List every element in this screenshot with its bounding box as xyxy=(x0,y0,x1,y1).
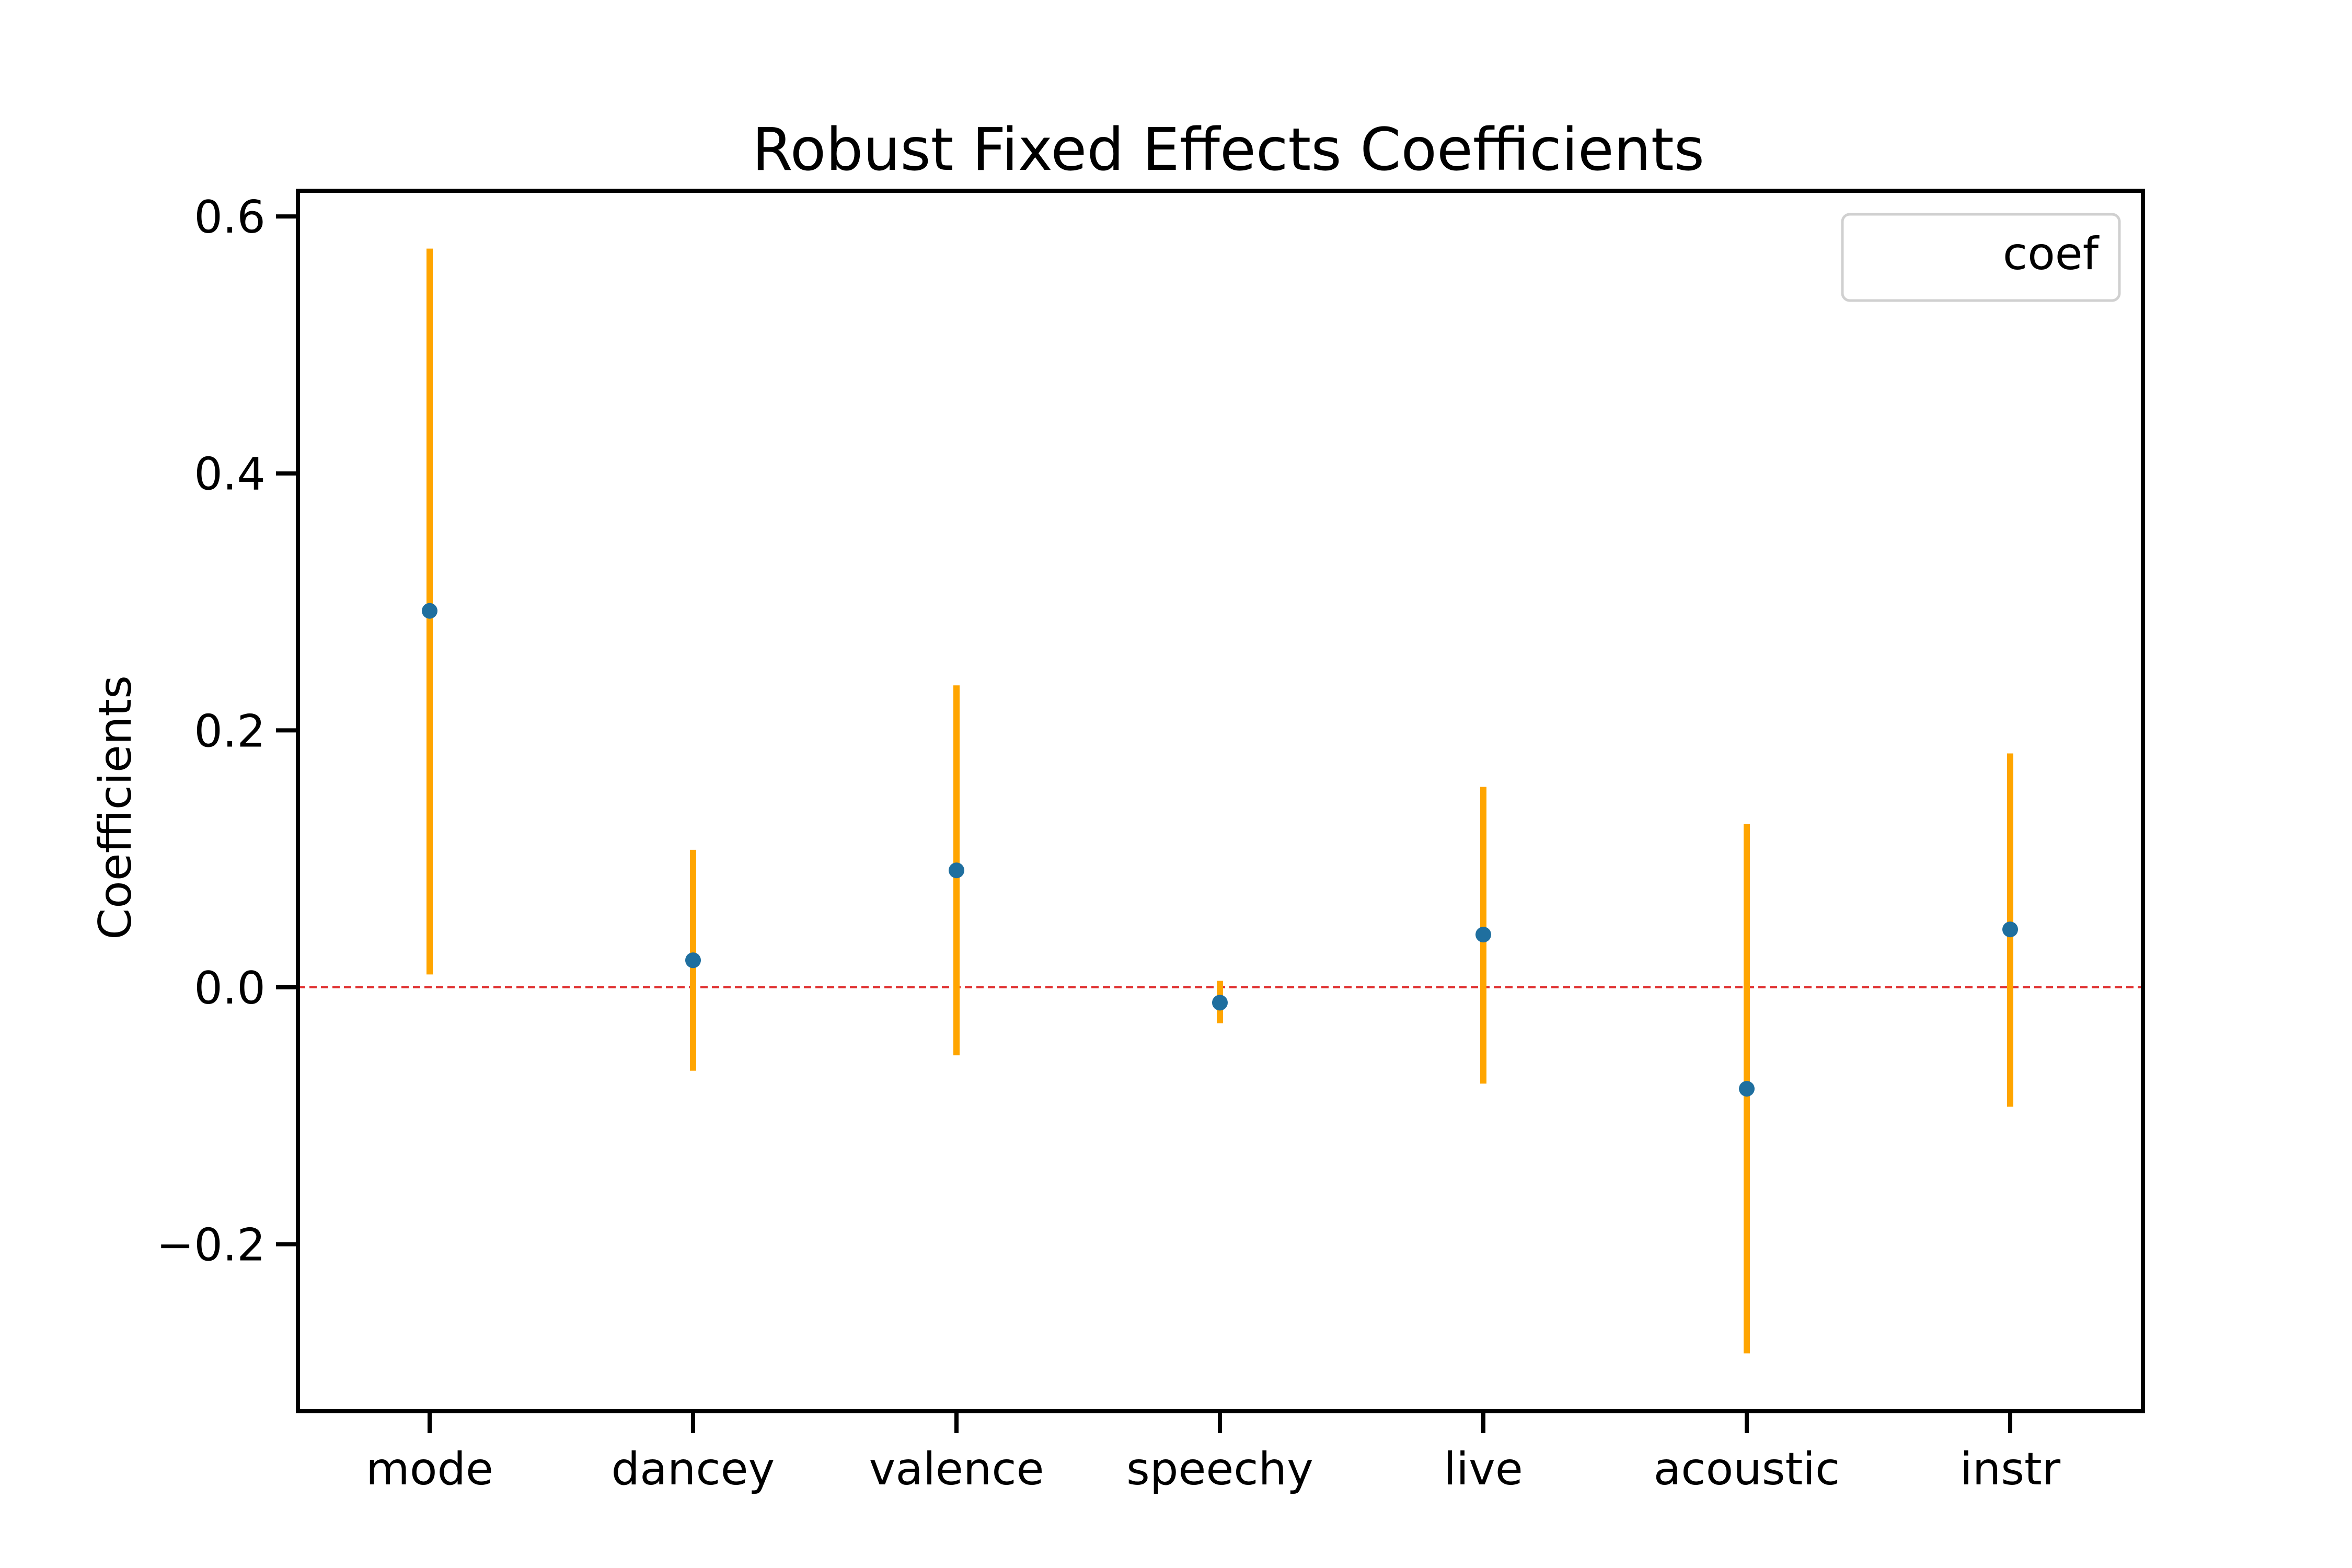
y-tick-label: −0.2 xyxy=(156,1219,266,1271)
x-axis-ticks: mode dancey valence speechy live acoustic inst… xyxy=(366,1411,2061,1495)
y-axis-ticks: −0.2 0.0 0.2 0.4 0.6 xyxy=(156,191,298,1271)
x-tick-label-acoustic: acoustic xyxy=(1654,1443,1840,1495)
legend-label-coef: coef xyxy=(2003,228,2100,280)
x-tick-label-dancey: dancey xyxy=(612,1443,775,1495)
x-tick-label-live: live xyxy=(1444,1443,1523,1495)
point-instr xyxy=(2002,921,2018,938)
y-axis-label: Coefficients xyxy=(89,675,142,940)
x-tick-label-valence: valence xyxy=(869,1443,1044,1495)
errorbar-group xyxy=(426,248,2013,1354)
legend: coef xyxy=(1841,213,2121,302)
x-tick-label-instr: instr xyxy=(1960,1443,2061,1495)
point-group xyxy=(422,603,2018,1097)
chart-title: Robust Fixed Effects Coefficients xyxy=(752,116,1704,184)
y-tick-label: 0.4 xyxy=(194,448,266,501)
point-live xyxy=(1475,927,1491,943)
legend-box xyxy=(1841,213,2121,302)
x-tick-label-mode: mode xyxy=(366,1443,493,1495)
y-tick-label: 0.2 xyxy=(194,705,266,757)
point-dancey xyxy=(685,952,701,969)
y-tick-label: 0.6 xyxy=(194,191,266,244)
plot-frame xyxy=(296,189,2145,1413)
y-tick-label: 0.0 xyxy=(194,962,266,1014)
point-acoustic xyxy=(1739,1081,1755,1097)
point-valence xyxy=(949,862,964,879)
point-mode xyxy=(422,603,437,619)
x-tick-label-speechy: speechy xyxy=(1126,1443,1313,1495)
point-speechy xyxy=(1212,995,1228,1011)
